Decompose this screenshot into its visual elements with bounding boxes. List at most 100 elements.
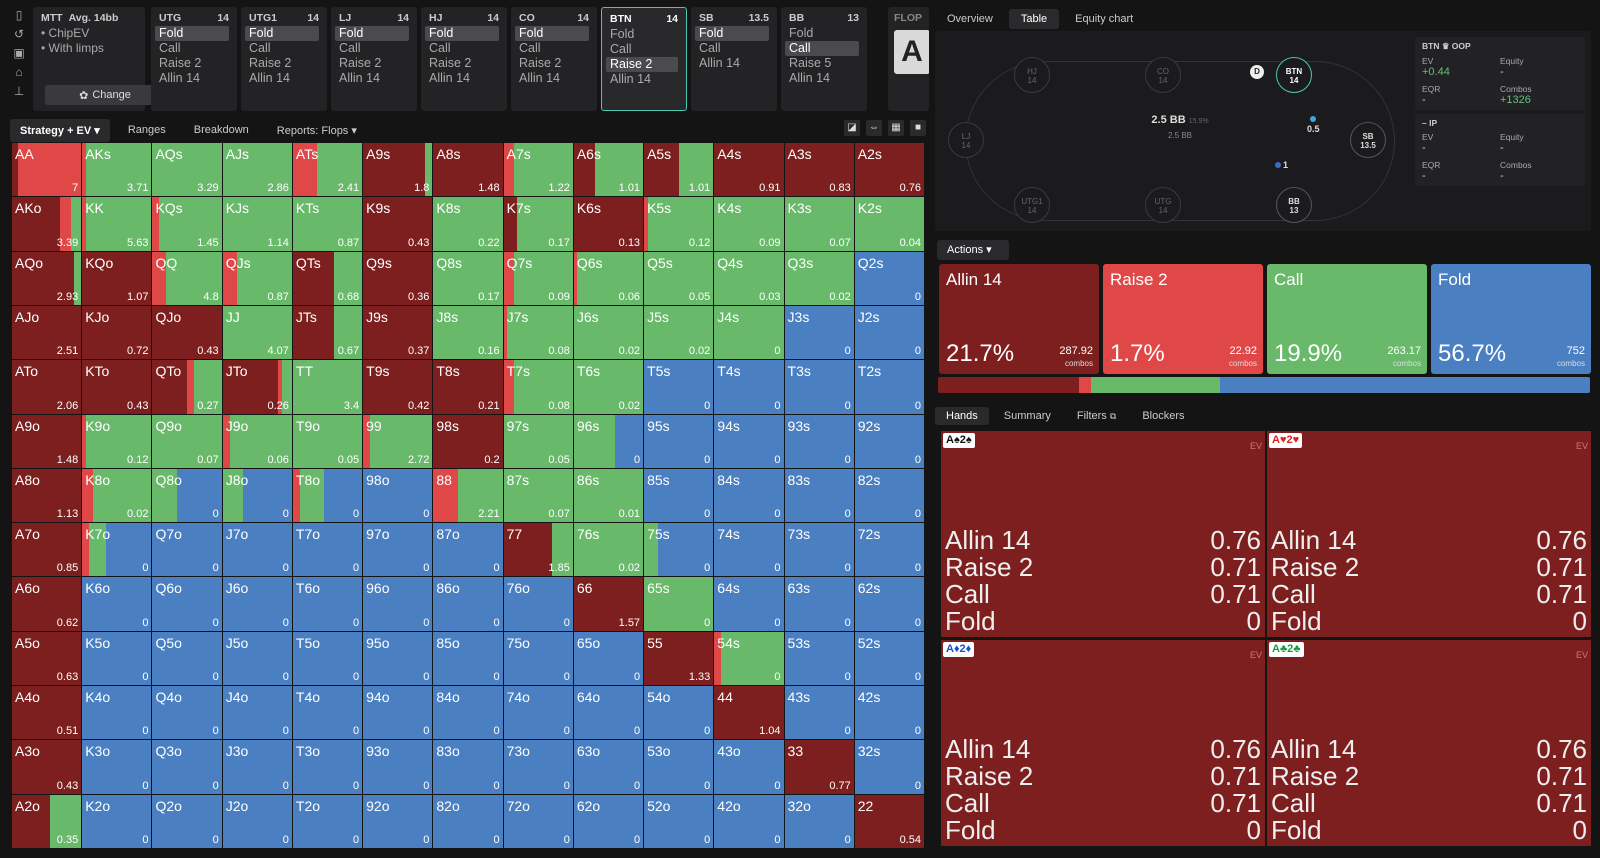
hand-cell-k2o[interactable]: K2o 0 bbox=[82, 794, 152, 848]
hand-cell-84o[interactable]: 84o 0 bbox=[433, 686, 503, 740]
change-button[interactable]: ✿ Change bbox=[45, 85, 165, 105]
hand-cell-52s[interactable]: 52s 0 bbox=[854, 631, 924, 686]
hand-cell-a3o[interactable]: A3o 0.43 bbox=[12, 740, 82, 794]
hand-cell-k7o[interactable]: K7o 0 bbox=[82, 523, 152, 577]
hand-cell-j5s[interactable]: J5s 0.02 bbox=[644, 305, 714, 360]
hand-cell-q9s[interactable]: Q9s 0.36 bbox=[363, 251, 433, 305]
hand-cell-ajo[interactable]: AJo 2.51 bbox=[12, 305, 82, 360]
position-action[interactable]: Allin 14 bbox=[159, 71, 200, 85]
tab-blockers[interactable]: Blockers bbox=[1142, 410, 1185, 422]
hand-cell-t8s[interactable]: T8s 0.21 bbox=[433, 360, 503, 414]
position-action[interactable]: Fold bbox=[610, 27, 635, 41]
position-card-co[interactable]: CO 14 Fold Call Raise 2 Allin 14 bbox=[511, 7, 597, 111]
hand-cell-qto[interactable]: QTo 0.27 bbox=[152, 360, 222, 414]
hand-cell-j7s[interactable]: J7s 0.08 bbox=[503, 305, 573, 360]
hand-cell-q4s[interactable]: Q4s 0.03 bbox=[714, 251, 784, 305]
hand-cell-t2s[interactable]: T2s 0 bbox=[854, 360, 924, 414]
hand-cell-t5o[interactable]: T5o 0 bbox=[292, 631, 363, 686]
hand-cell-jto[interactable]: JTo 0.26 bbox=[222, 360, 292, 414]
action-box-fold[interactable]: Fold 56.7% 752 combos bbox=[1431, 264, 1591, 374]
hand-cell-32s[interactable]: 32s 0 bbox=[854, 740, 924, 794]
mtt-option-chipev[interactable]: • ChipEV bbox=[41, 26, 90, 40]
position-action[interactable]: Fold bbox=[789, 26, 814, 40]
action-box-raise-2[interactable]: Raise 2 1.7% 22.92 combos bbox=[1103, 264, 1263, 374]
hand-cell-k2s[interactable]: K2s 0.04 bbox=[854, 197, 924, 251]
hand-cell-q8s[interactable]: Q8s 0.17 bbox=[433, 251, 503, 305]
tab-filters[interactable]: Filters ⧉ bbox=[1076, 410, 1117, 422]
hand-cell-t4o[interactable]: T4o 0 bbox=[292, 686, 363, 740]
hand-cell-a3s[interactable]: A3s 0.83 bbox=[784, 143, 854, 197]
hand-cell-q7s[interactable]: Q7s 0.09 bbox=[503, 251, 573, 305]
seat-btn[interactable]: BTN 14 bbox=[1276, 57, 1312, 93]
align-icon[interactable]: ⊥ bbox=[13, 84, 25, 98]
hand-cell-j4o[interactable]: J4o 0 bbox=[222, 686, 292, 740]
hand-cell-44[interactable]: 44 1.04 bbox=[714, 686, 784, 740]
actions-dropdown[interactable]: Actions ▾ bbox=[937, 240, 1009, 260]
hand-cell-kto[interactable]: KTo 0.43 bbox=[82, 360, 152, 414]
hand-cell-74s[interactable]: 74s 0 bbox=[714, 523, 784, 577]
hand-cell-j9o[interactable]: J9o 0.06 bbox=[222, 414, 292, 468]
seat-lj[interactable]: LJ 14 bbox=[948, 122, 984, 158]
hand-cell-ako[interactable]: AKo 3.39 bbox=[12, 197, 82, 251]
hand-cell-73o[interactable]: 73o 0 bbox=[503, 740, 573, 794]
hand-cell-ajs[interactable]: AJs 2.86 bbox=[222, 143, 292, 197]
hand-cell-53o[interactable]: 53o 0 bbox=[644, 740, 714, 794]
hand-cell-a2o[interactable]: A2o 0.35 bbox=[12, 794, 82, 848]
seat-co[interactable]: CO 14 bbox=[1145, 57, 1181, 93]
hand-cell-52o[interactable]: 52o 0 bbox=[644, 794, 714, 848]
tab-breakdown[interactable]: Breakdown bbox=[193, 124, 249, 136]
hand-cell-k6s[interactable]: K6s 0.13 bbox=[573, 197, 644, 251]
hand-cell-j9s[interactable]: J9s 0.37 bbox=[363, 305, 433, 360]
hand-cell-qjs[interactable]: QJs 0.87 bbox=[222, 251, 292, 305]
hand-cell-kjo[interactable]: KJo 0.72 bbox=[82, 305, 152, 360]
hand-cell-98s[interactable]: 98s 0.2 bbox=[433, 414, 503, 468]
hand-cell-t6s[interactable]: T6s 0.02 bbox=[573, 360, 644, 414]
hand-cell-q7o[interactable]: Q7o 0 bbox=[152, 523, 222, 577]
position-action[interactable]: Raise 2 bbox=[519, 56, 562, 70]
hand-cell-82o[interactable]: 82o 0 bbox=[433, 794, 503, 848]
expand-icon[interactable]: ⇔ bbox=[866, 120, 882, 136]
hand-cell-96s[interactable]: 96s 0 bbox=[573, 414, 644, 468]
hand-cell-76o[interactable]: 76o 0 bbox=[503, 577, 573, 631]
hand-cell-97s[interactable]: 97s 0.05 bbox=[503, 414, 573, 468]
tab-ranges[interactable]: Ranges bbox=[127, 124, 166, 136]
combo-card[interactable]: A♠2♠ EV Allin 14 0.76 Raise 2 0.71 Call 0.71 Fol… bbox=[941, 431, 1265, 637]
position-action[interactable]: Fold bbox=[695, 26, 769, 41]
hand-cell-q5o[interactable]: Q5o 0 bbox=[152, 631, 222, 686]
hand-cell-k3s[interactable]: K3s 0.07 bbox=[784, 197, 854, 251]
tab-summary[interactable]: Summary bbox=[1003, 410, 1051, 422]
contrast-icon[interactable]: ◪ bbox=[844, 120, 860, 136]
hand-cell-k9o[interactable]: K9o 0.12 bbox=[82, 414, 152, 468]
position-action[interactable]: Raise 2 bbox=[159, 56, 202, 70]
hand-cell-85s[interactable]: 85s 0 bbox=[644, 468, 714, 523]
hand-cell-75s[interactable]: 75s 0 bbox=[644, 523, 714, 577]
hand-cell-82s[interactable]: 82s 0 bbox=[854, 468, 924, 523]
hand-cell-qjo[interactable]: QJo 0.43 bbox=[152, 305, 222, 360]
hand-cell-75o[interactable]: 75o 0 bbox=[503, 631, 573, 686]
combo-card[interactable]: A♦2♦ EV Allin 14 0.76 Raise 2 0.71 Call 0.71 Fol… bbox=[941, 640, 1265, 846]
position-action[interactable]: Raise 2 bbox=[429, 56, 472, 70]
position-card-btn[interactable]: BTN 14 Fold Call Raise 2 Allin 14 bbox=[601, 7, 687, 111]
hand-cell-aqs[interactable]: AQs 3.29 bbox=[152, 143, 222, 197]
hand-cell-q2o[interactable]: Q2o 0 bbox=[152, 794, 222, 848]
hand-cell-kts[interactable]: KTs 0.87 bbox=[292, 197, 363, 251]
grid-icon[interactable]: ▦ bbox=[888, 120, 904, 136]
position-action[interactable]: Call bbox=[699, 41, 721, 55]
hand-cell-43s[interactable]: 43s 0 bbox=[784, 686, 854, 740]
hand-cell-t7o[interactable]: T7o 0 bbox=[292, 523, 363, 577]
seat-bb[interactable]: BB 13 bbox=[1276, 187, 1312, 223]
position-card-hj[interactable]: HJ 14 Fold Call Raise 2 Allin 14 bbox=[421, 7, 507, 111]
tab-hands[interactable]: Hands bbox=[935, 407, 989, 425]
hand-cell-84s[interactable]: 84s 0 bbox=[714, 468, 784, 523]
hand-cell-72s[interactable]: 72s 0 bbox=[854, 523, 924, 577]
hand-cell-t5s[interactable]: T5s 0 bbox=[644, 360, 714, 414]
seat-utg1[interactable]: UTG1 14 bbox=[1014, 187, 1050, 223]
hand-cell-q2s[interactable]: Q2s 0 bbox=[854, 251, 924, 305]
hand-cell-32o[interactable]: 32o 0 bbox=[784, 794, 854, 848]
seat-sb[interactable]: SB 13.5 bbox=[1350, 122, 1386, 158]
mtt-card[interactable]: MTT Avg. 14bb • ChipEV • With limps ✿ Chan… bbox=[33, 7, 165, 111]
hand-cell-j7o[interactable]: J7o 0 bbox=[222, 523, 292, 577]
hand-cell-55[interactable]: 55 1.33 bbox=[644, 631, 714, 686]
hand-cell-85o[interactable]: 85o 0 bbox=[433, 631, 503, 686]
hand-cell-87s[interactable]: 87s 0.07 bbox=[503, 468, 573, 523]
